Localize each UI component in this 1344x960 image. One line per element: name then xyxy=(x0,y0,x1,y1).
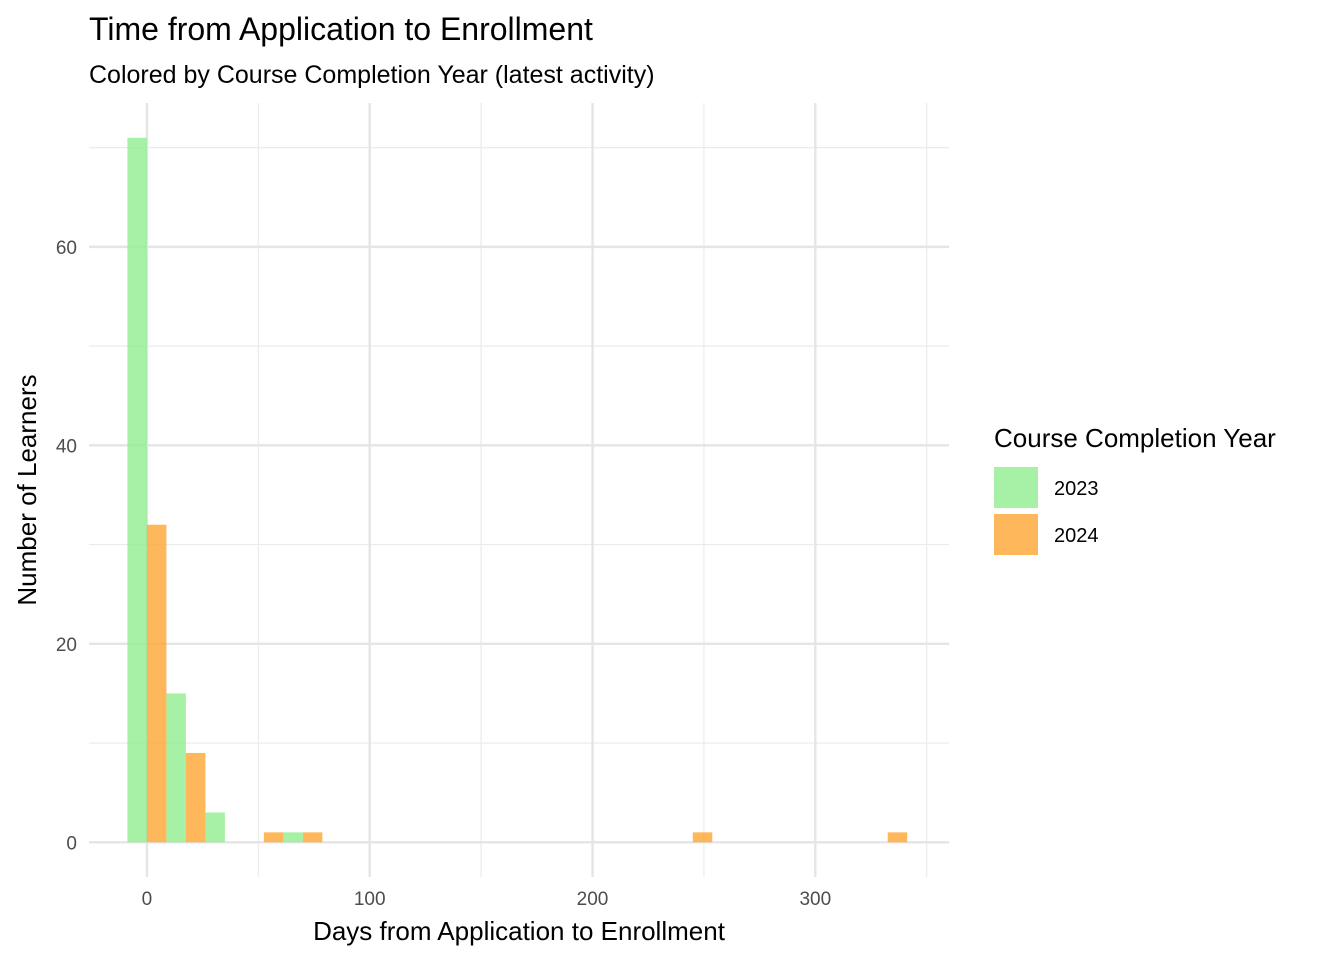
bar-2024 xyxy=(302,832,323,843)
legend-swatch-2023 xyxy=(994,467,1038,508)
y-tick-label: 0 xyxy=(66,833,77,854)
x-axis-title: Days from Application to Enrollment xyxy=(313,916,726,946)
bar-2024 xyxy=(185,752,206,843)
legend-swatch-2024 xyxy=(994,514,1038,555)
y-axis-title: Number of Learners xyxy=(12,374,42,605)
bar-2023 xyxy=(283,832,303,843)
y-tick-label: 20 xyxy=(56,635,77,656)
bar-2023 xyxy=(127,137,147,843)
y-tick-label: 40 xyxy=(56,436,77,457)
legend: Course Completion Year 2023 2024 xyxy=(994,423,1276,555)
legend-label-2024: 2024 xyxy=(1054,525,1099,547)
bars xyxy=(127,137,908,843)
grid-lines xyxy=(89,103,949,877)
x-axis-ticks: 0 100 200 300 xyxy=(142,889,832,910)
bar-2024 xyxy=(263,832,284,843)
chart-title: Time from Application to Enrollment xyxy=(89,11,593,47)
bar-2023 xyxy=(166,693,186,843)
x-tick-label: 0 xyxy=(142,889,153,910)
x-tick-label: 100 xyxy=(354,889,386,910)
bar-2024 xyxy=(146,524,167,843)
x-tick-label: 300 xyxy=(799,889,831,910)
bar-2024 xyxy=(887,832,908,843)
legend-title: Course Completion Year xyxy=(994,423,1276,453)
legend-label-2023: 2023 xyxy=(1054,478,1099,500)
bar-2024 xyxy=(692,832,713,843)
y-axis-ticks: 0 20 40 60 xyxy=(56,238,77,854)
y-tick-label: 60 xyxy=(56,238,77,259)
chart-subtitle: Colored by Course Completion Year (lates… xyxy=(89,61,655,89)
bar-2023 xyxy=(205,812,225,843)
x-tick-label: 200 xyxy=(577,889,609,910)
